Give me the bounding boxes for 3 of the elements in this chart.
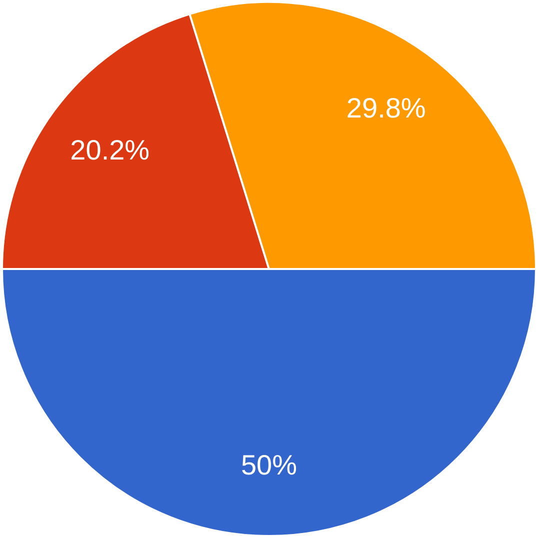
data-label: 20.2% <box>70 134 150 166</box>
data-label: 29.8% <box>346 92 426 124</box>
data-label: 50% <box>240 449 298 480</box>
